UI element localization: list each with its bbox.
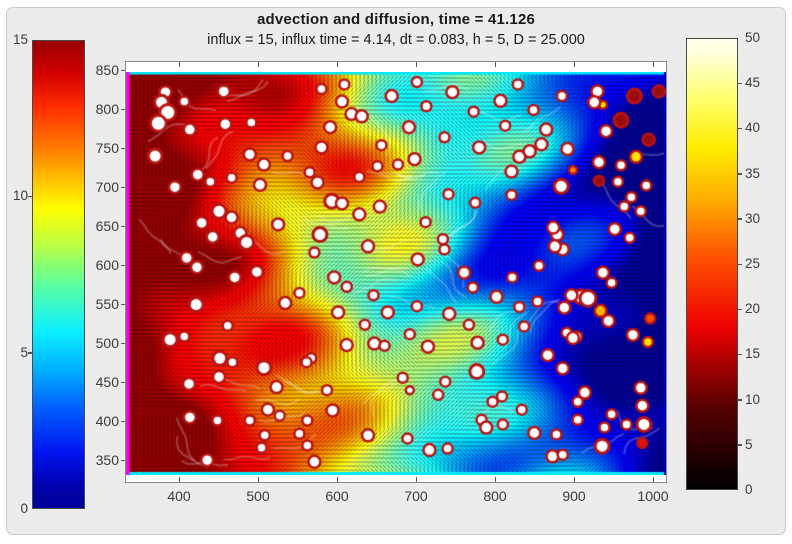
y-tick-mark [121, 303, 125, 305]
x-tick-mark-top [257, 62, 259, 67]
x-tick-label: 400 [167, 488, 191, 504]
x-tick-mark-top [573, 62, 575, 67]
x-tick-label: 900 [562, 488, 586, 504]
x-tick-mark [178, 477, 180, 482]
x-tick-mark-top [494, 62, 496, 67]
colorbar-left-tick-label: 15 [12, 32, 28, 47]
colorbar-right-tick-label: 30 [745, 210, 761, 226]
y-tick-label: 550 [95, 296, 119, 312]
heatmap-quiver-canvas [126, 72, 666, 475]
y-tick-label: 350 [95, 452, 119, 468]
colorbar-right-tick-label: 0 [745, 482, 753, 497]
colorbar-right-tick-mark [738, 127, 742, 130]
x-tick-mark-top [336, 62, 338, 67]
y-tick-label: 700 [95, 179, 119, 195]
x-tick-mark [573, 477, 575, 482]
colorbar-right-tick-mark [738, 173, 742, 175]
colorbar-left-jet [32, 40, 85, 509]
colorbar-right-tick-label: 25 [745, 256, 761, 271]
y-tick-mark [121, 186, 125, 188]
y-tick-label: 450 [95, 374, 119, 390]
x-tick-mark-top [415, 62, 417, 67]
y-tick-mark [121, 108, 125, 110]
x-tick-mark [652, 477, 654, 482]
x-tick-label: 600 [325, 488, 349, 504]
y-tick-mark [121, 264, 125, 266]
y-tick-mark [121, 420, 125, 422]
x-tick-mark [257, 477, 259, 482]
colorbar-right-tick-label: 45 [745, 75, 761, 91]
colorbar-right-tick-label: 40 [745, 120, 761, 136]
plot-subtitle: influx = 15, influx time = 4.14, dt = 0.… [207, 32, 585, 48]
colorbar-right-tick-label: 10 [745, 391, 761, 407]
colorbar-left-tick-label: 0 [20, 501, 28, 516]
y-tick-label: 850 [95, 62, 119, 78]
y-tick-label: 400 [95, 413, 119, 429]
x-tick-mark-top [652, 62, 654, 67]
colorbar-left-tick-mark [28, 352, 32, 354]
x-tick-label: 800 [483, 488, 507, 504]
colorbar-right-tick-label: 50 [745, 30, 761, 45]
y-tick-label: 600 [95, 257, 119, 273]
colorbar-right-tick-mark [738, 444, 742, 446]
x-tick-mark [494, 477, 496, 482]
x-tick-mark [415, 477, 417, 482]
colorbar-right-tick-label: 5 [745, 436, 753, 452]
y-tick-mark [121, 459, 125, 461]
x-tick-label: 500 [246, 488, 270, 504]
colorbar-left-tick-label: 10 [12, 188, 28, 204]
y-tick-label: 750 [95, 140, 119, 156]
colorbar-right-tick-label: 35 [745, 165, 761, 181]
y-tick-mark [121, 69, 125, 71]
y-tick-mark [121, 342, 125, 344]
colorbar-right-tick-mark [738, 218, 742, 220]
colorbar-right-tick-mark [738, 399, 742, 401]
colorbar-left-tick-label: 5 [20, 344, 28, 360]
y-tick-label: 800 [95, 101, 119, 117]
colorbar-right-tick-label: 15 [745, 346, 761, 362]
colorbar-right-tick-label: 20 [745, 301, 761, 317]
colorbar-right-tick-mark [738, 353, 742, 356]
x-tick-mark-top [178, 62, 180, 67]
x-tick-mark [336, 477, 338, 482]
colorbar-left-tick-mark [28, 195, 32, 198]
plot-title: advection and diffusion, time = 41.126 [256, 11, 536, 28]
colorbar-right-tick-mark [738, 308, 742, 311]
colorbar-right-hot [686, 38, 738, 490]
y-tick-label: 650 [95, 218, 119, 234]
y-tick-mark [121, 147, 125, 149]
colorbar-right-tick-mark [738, 82, 742, 85]
y-tick-mark [121, 225, 125, 227]
x-tick-label: 700 [404, 488, 428, 504]
x-tick-label: 1000 [637, 488, 669, 504]
y-tick-label: 500 [95, 335, 119, 351]
y-tick-mark [121, 381, 125, 383]
colorbar-right-tick-mark [738, 263, 742, 265]
